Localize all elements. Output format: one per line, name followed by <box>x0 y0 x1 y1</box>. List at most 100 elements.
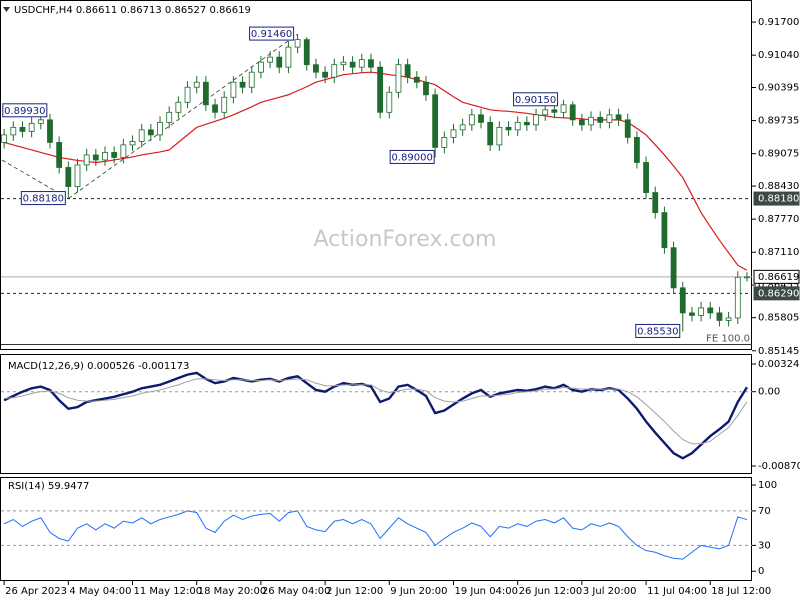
level-tag <box>753 191 800 206</box>
candle-body <box>459 124 466 131</box>
level-tag-label: 0.86619 <box>758 272 799 283</box>
annotation-box <box>20 191 66 206</box>
candle-body <box>716 312 723 321</box>
candle-body <box>377 66 384 113</box>
candle-body <box>441 136 448 148</box>
level-tag-label: 0.88180 <box>758 194 799 205</box>
y-tick-label: 0.87770 <box>758 214 799 225</box>
candle-body <box>65 167 72 187</box>
x-tick-label: 26 Jun 12:00 <box>519 586 583 597</box>
candle-body <box>468 114 475 126</box>
candle-body <box>74 164 81 187</box>
x-tick-label: 18 Jul 12:00 <box>711 586 771 597</box>
candle-body <box>19 126 26 132</box>
candle-body <box>478 114 484 123</box>
candle-body <box>725 317 732 321</box>
candle-body <box>322 71 329 78</box>
y-tick-label: 100 <box>758 480 777 491</box>
annotation-label: 0.89930 <box>4 106 45 117</box>
x-tick-label: 11 Jul 04:00 <box>647 586 707 597</box>
y-tick-label: 70 <box>758 506 771 517</box>
x-tick-label: 26 May 04:00 <box>262 586 331 597</box>
candle-body <box>10 126 17 136</box>
level-tag-label: 0.86290 <box>758 288 799 299</box>
moving-average <box>3 71 748 271</box>
candle-body <box>340 61 347 66</box>
fe-label: FE 100.0 <box>706 333 750 344</box>
annotation-box <box>635 323 681 338</box>
candle-body <box>102 152 108 161</box>
x-tick-label: 2 Jun 12:00 <box>326 586 383 597</box>
candle-body <box>92 154 99 161</box>
candle-body <box>313 64 319 73</box>
candle-body <box>542 109 549 116</box>
indicator-line <box>3 371 748 460</box>
candle-body <box>147 129 154 136</box>
candle-body <box>230 81 237 98</box>
candle-body <box>689 312 695 316</box>
candle-body <box>184 86 191 103</box>
y-tick-label: 0 <box>758 566 764 577</box>
y-tick-label: 0.85145 <box>758 346 799 357</box>
candle-body <box>707 307 714 314</box>
candle-body <box>679 287 686 314</box>
candle-body <box>560 104 567 113</box>
y-tick-label: 0.00 <box>758 387 780 398</box>
candle-body <box>202 81 209 106</box>
candle-body <box>258 61 264 73</box>
y-tick-label: 0.85805 <box>758 313 799 324</box>
candle-body <box>698 307 705 316</box>
indicator-line <box>4 378 748 445</box>
symbol-menu-icon <box>3 7 10 12</box>
annotation-label: 0.85530 <box>637 326 678 337</box>
candle-body <box>523 121 530 126</box>
candle-body <box>670 247 677 289</box>
candle-body <box>551 109 558 113</box>
y-tick-label: 0.91700 <box>758 17 799 28</box>
candle-body <box>138 129 145 142</box>
x-tick-label: 18 May 20:00 <box>198 586 267 597</box>
candle-body <box>423 81 429 96</box>
candle-body <box>569 104 576 121</box>
candle-body <box>643 162 649 193</box>
y-tick-label: 0.003242 <box>758 359 800 370</box>
candle-body <box>395 64 402 93</box>
annotation-label: 0.88180 <box>23 194 64 205</box>
annotation-box <box>2 103 48 118</box>
y-tick-label: 0.86455 <box>758 280 799 291</box>
candle-body <box>624 119 631 138</box>
y-tick-label: 0.90395 <box>758 82 799 93</box>
candle-body <box>303 39 310 66</box>
x-tick-label: 4 May 04:00 <box>69 586 131 597</box>
candle-body <box>166 111 173 123</box>
candle-body <box>432 94 439 148</box>
candle-body <box>652 192 659 214</box>
x-tick-label: 11 May 12:00 <box>134 586 203 597</box>
candle-body <box>120 144 127 158</box>
y-tick-label: 0.89735 <box>758 116 799 127</box>
watermark: ActionForex.com <box>314 227 497 252</box>
candle-body <box>349 61 356 68</box>
candle-body <box>331 64 338 78</box>
annotation-label: 0.91460 <box>251 29 292 40</box>
rsi-title: RSI(14) 59.9477 <box>8 481 89 492</box>
candle-body <box>578 119 585 126</box>
candle-body <box>193 81 200 88</box>
candle-body <box>1 134 8 143</box>
y-tick-label: 30 <box>758 540 771 551</box>
y-tick-label: 0.88430 <box>758 181 799 192</box>
annotation-box <box>249 26 295 41</box>
candle-body <box>111 152 118 158</box>
annotation-label: 0.90150 <box>515 95 556 106</box>
annotation-box <box>513 92 559 107</box>
x-tick-label: 3 Jul 20:00 <box>583 586 637 597</box>
macd-panel-frame <box>0 354 752 474</box>
candle-body <box>221 96 228 113</box>
candle-body <box>239 81 246 88</box>
candle-body <box>157 121 163 136</box>
candle-body <box>734 276 741 319</box>
x-tick-label: 9 Jun 20:00 <box>390 586 447 597</box>
y-tick-label: 0.87110 <box>758 247 799 258</box>
